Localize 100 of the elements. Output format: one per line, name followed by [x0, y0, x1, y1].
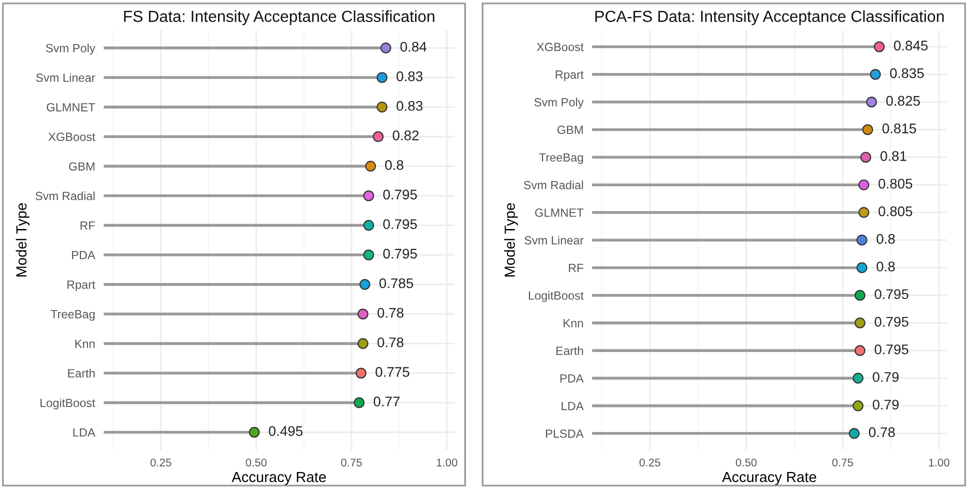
point — [359, 279, 370, 290]
x-tick-label: 0.25 — [150, 458, 172, 466]
point — [358, 308, 368, 320]
x-tick-label: 1.00 — [929, 458, 950, 466]
point — [365, 160, 376, 172]
data-label: 0.815 — [882, 124, 916, 134]
data-label: 0.795 — [874, 316, 908, 327]
y-tick-label: Earth — [68, 368, 95, 378]
data-label: 0.84 — [400, 42, 426, 52]
x-axis-title: Accuracy Rate — [232, 472, 326, 486]
data-label: 0.78 — [378, 308, 404, 318]
y-tick-label: XGBoost — [48, 132, 96, 142]
y-tick-label: Svm Linear — [524, 236, 584, 244]
point — [852, 372, 864, 384]
y-tick-label: LogitBoost — [40, 398, 96, 410]
data-label: 0.77 — [374, 396, 400, 406]
data-label: 0.79 — [872, 372, 899, 382]
y-tick-label: Knn — [75, 340, 95, 348]
data-label: 0.795 — [874, 289, 908, 300]
point — [858, 179, 870, 190]
data-label: 0.83 — [396, 100, 422, 111]
point — [376, 72, 388, 83]
point — [358, 338, 368, 349]
y-tick-label: Rpart — [67, 280, 96, 292]
y-tick-label: PLSDA — [546, 429, 584, 438]
x-tick-label: 0.50 — [736, 458, 757, 466]
point — [860, 152, 872, 163]
y-axis-title: Model Type — [16, 203, 30, 276]
point — [866, 96, 877, 108]
chart-title: FS Data: Intensity Acceptance Classification — [124, 10, 434, 26]
y-tick-label: GLMNET — [46, 103, 96, 112]
data-label: 0.845 — [894, 40, 928, 50]
data-label: 0.79 — [872, 400, 899, 410]
data-label: 0.8 — [876, 234, 895, 244]
x-tick-label: 0.25 — [640, 458, 660, 466]
y-tick-label: GLMNET — [535, 208, 584, 217]
point — [862, 124, 874, 136]
y-tick-label: Svm Poly — [534, 98, 584, 109]
data-label: 0.775 — [376, 367, 410, 377]
y-tick-label: LDA — [562, 402, 584, 410]
y-tick-label: GBM — [69, 162, 94, 171]
point — [363, 220, 374, 231]
data-label: 0.82 — [392, 130, 419, 140]
y-tick-label: XGBoost — [536, 42, 584, 52]
data-label: 0.83 — [396, 71, 422, 82]
y-tick-label: PDA — [72, 251, 96, 260]
y-tick-label: PDA — [560, 374, 584, 382]
point — [854, 318, 866, 328]
x-tick-label: 0.50 — [246, 458, 267, 466]
y-tick-label: TreeBag — [50, 310, 95, 321]
y-tick-label: Svm Radial — [524, 180, 583, 190]
y-tick-label: Knn — [564, 319, 583, 328]
data-label: 0.825 — [886, 96, 920, 106]
data-label: 0.81 — [880, 151, 906, 161]
x-tick-label: 0.75 — [832, 458, 853, 466]
y-axis-title: Model Type — [504, 203, 518, 276]
point — [372, 131, 384, 142]
data-label: 0.8 — [876, 262, 895, 272]
x-tick-label: 1.00 — [436, 458, 458, 466]
y-tick-label: RF — [568, 264, 584, 272]
point — [356, 368, 366, 379]
data-label: 0.835 — [890, 68, 924, 78]
point — [852, 400, 864, 412]
point — [874, 41, 885, 52]
data-label: 0.78 — [868, 427, 895, 438]
point — [248, 426, 260, 438]
point — [363, 249, 374, 260]
data-label: 0.805 — [878, 206, 912, 216]
point — [854, 290, 866, 301]
y-tick-label: Svm Radial — [36, 191, 95, 200]
point — [376, 102, 388, 112]
point — [380, 42, 392, 54]
y-tick-label: Earth — [556, 346, 583, 355]
y-tick-label: GBM — [557, 126, 583, 134]
y-tick-label: Rpart — [556, 70, 584, 82]
data-label: 0.495 — [268, 426, 302, 436]
data-label: 0.8 — [385, 160, 404, 170]
point — [856, 262, 868, 274]
y-tick-label: TreeBag — [539, 153, 583, 164]
data-label: 0.78 — [378, 337, 404, 348]
y-tick-label: Svm Linear — [36, 73, 96, 82]
data-label: 0.795 — [383, 248, 417, 259]
point — [363, 190, 374, 202]
chart-title: PCA-FS Data: Intensity Acceptance Classification — [595, 10, 944, 26]
data-label: 0.795 — [383, 219, 417, 230]
data-label: 0.795 — [383, 190, 417, 200]
x-axis-title: Accuracy Rate — [722, 472, 816, 486]
y-tick-label: LDA — [73, 428, 96, 437]
point — [848, 428, 860, 439]
y-tick-label: Svm Poly — [46, 44, 96, 55]
point — [856, 234, 868, 246]
data-label: 0.795 — [874, 344, 908, 354]
point — [870, 68, 881, 80]
point — [858, 207, 870, 218]
data-label: 0.805 — [878, 178, 912, 189]
point — [854, 345, 866, 356]
y-tick-label: LogitBoost — [528, 291, 584, 302]
x-tick-label: 0.75 — [341, 458, 362, 466]
point — [354, 397, 365, 408]
y-tick-label: RF — [80, 221, 95, 230]
